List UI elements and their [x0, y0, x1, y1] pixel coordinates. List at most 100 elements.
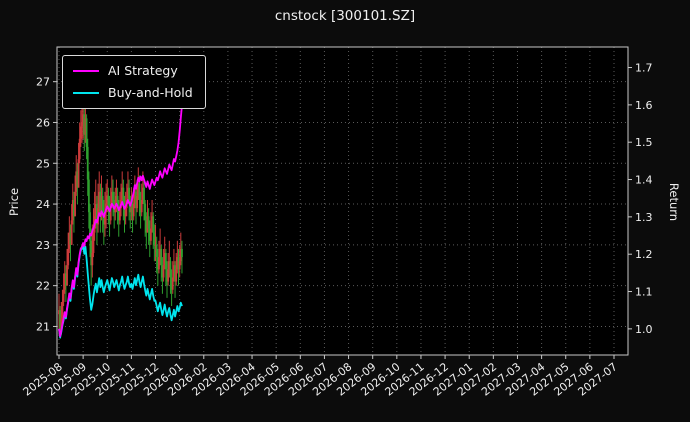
- y-axis-label-price: Price: [7, 187, 21, 217]
- y-left-tick-label: 23: [36, 239, 50, 252]
- candle-body: [58, 310, 60, 315]
- y-axis-label-return: Return: [667, 182, 681, 222]
- chart-title: cnstock [300101.SZ]: [274, 8, 416, 24]
- y-left-tick-label: 25: [36, 157, 50, 170]
- candle-body: [92, 232, 95, 254]
- candle-body: [137, 183, 140, 196]
- candle-body: [109, 204, 112, 221]
- candle-body: [179, 248, 182, 262]
- candle-body: [83, 114, 86, 135]
- candle-body: [104, 212, 106, 225]
- candle-body: [108, 208, 111, 221]
- candle-body: [70, 220, 73, 245]
- candle-body: [85, 118, 88, 147]
- candle-body: [163, 253, 166, 266]
- candle-body: [136, 195, 139, 209]
- candle-body: [132, 204, 135, 217]
- candle-body: [89, 212, 91, 241]
- y-left-tick-label: 27: [36, 76, 50, 89]
- candle-body: [141, 187, 144, 200]
- candle-body: [140, 199, 143, 213]
- candle-body: [60, 318, 63, 331]
- candle-body: [100, 195, 103, 213]
- candle-body: [86, 146, 89, 180]
- candle-body: [110, 191, 113, 205]
- legend-label-buy-and-hold: Buy-and-Hold: [108, 85, 193, 100]
- candle-body: [84, 118, 87, 135]
- candle-body: [122, 187, 125, 205]
- candle-body: [99, 191, 102, 213]
- candle-body: [176, 257, 179, 270]
- candle-body: [67, 248, 70, 266]
- candle-body: [116, 195, 119, 209]
- y-right-tick-label: 1.4: [635, 174, 653, 187]
- candle-body: [121, 187, 124, 200]
- candle-body: [64, 273, 67, 286]
- candle-body: [155, 244, 158, 258]
- candle-body: [62, 289, 65, 302]
- y-right-tick-label: 1.0: [635, 323, 653, 336]
- candle-body: [174, 265, 176, 282]
- legend: AI Strategy Buy-and-Hold: [62, 55, 206, 109]
- y-right-tick-label: 1.6: [635, 99, 653, 112]
- candle-body: [76, 171, 79, 188]
- candle-body: [173, 265, 175, 278]
- candle-body: [148, 228, 151, 241]
- ai-strategy-line-swatch: [73, 69, 99, 72]
- candle-body: [178, 261, 181, 270]
- candle-body: [124, 208, 127, 217]
- candle-body: [152, 216, 155, 233]
- candle-body: [91, 253, 94, 266]
- candle-body: [181, 248, 183, 258]
- candle-body: [159, 248, 162, 258]
- buy-and-hold-line-swatch: [73, 91, 99, 94]
- candle-body: [154, 244, 157, 246]
- candle-body: [106, 195, 109, 205]
- candle-body: [158, 257, 160, 270]
- candle-body: [162, 265, 165, 278]
- candle-body: [167, 269, 170, 282]
- candle-body: [166, 269, 168, 282]
- candle-body: [79, 126, 82, 139]
- legend-item-ai-strategy: AI Strategy: [73, 63, 193, 78]
- candle-body: [138, 183, 141, 200]
- candle-body: [164, 253, 167, 270]
- candle-body: [144, 204, 147, 221]
- y-right-tick-label: 1.7: [635, 62, 653, 75]
- candle-body: [101, 195, 104, 213]
- candle-body: [74, 191, 76, 217]
- candle-body: [145, 220, 148, 233]
- plot-border: [56, 46, 629, 356]
- candle-body: [66, 265, 68, 286]
- candle-body: [68, 232, 71, 249]
- candle-body: [73, 199, 75, 217]
- candle-body: [161, 265, 164, 278]
- candle-body: [143, 187, 145, 205]
- candle-body: [113, 199, 116, 213]
- axis-ticks: [53, 67, 632, 359]
- candle-body: [82, 114, 85, 123]
- candle-body: [160, 248, 163, 266]
- candle-body: [131, 204, 134, 217]
- candle-body: [81, 122, 83, 127]
- candle-body: [168, 261, 171, 270]
- candle-body: [170, 277, 173, 290]
- candle-body: [63, 273, 66, 290]
- y-left-tick-label: 26: [36, 116, 50, 129]
- y-right-tick-label: 1.2: [635, 248, 653, 261]
- y-right-tick-label: 1.1: [635, 286, 653, 299]
- candle-body: [61, 301, 64, 319]
- candle-body: [59, 310, 62, 331]
- candle-body: [123, 204, 126, 217]
- y-left-tick-label: 21: [36, 320, 50, 333]
- candle-body: [139, 199, 142, 213]
- candle-body: [129, 204, 132, 213]
- candle-body: [130, 204, 133, 213]
- candle-body: [69, 232, 72, 245]
- candle-body: [87, 179, 90, 213]
- y-right-tick-label: 1.3: [635, 211, 653, 224]
- legend-label-ai-strategy: AI Strategy: [108, 63, 178, 78]
- candle-body: [151, 216, 153, 229]
- candle-body: [128, 187, 130, 205]
- candle-body: [77, 159, 80, 188]
